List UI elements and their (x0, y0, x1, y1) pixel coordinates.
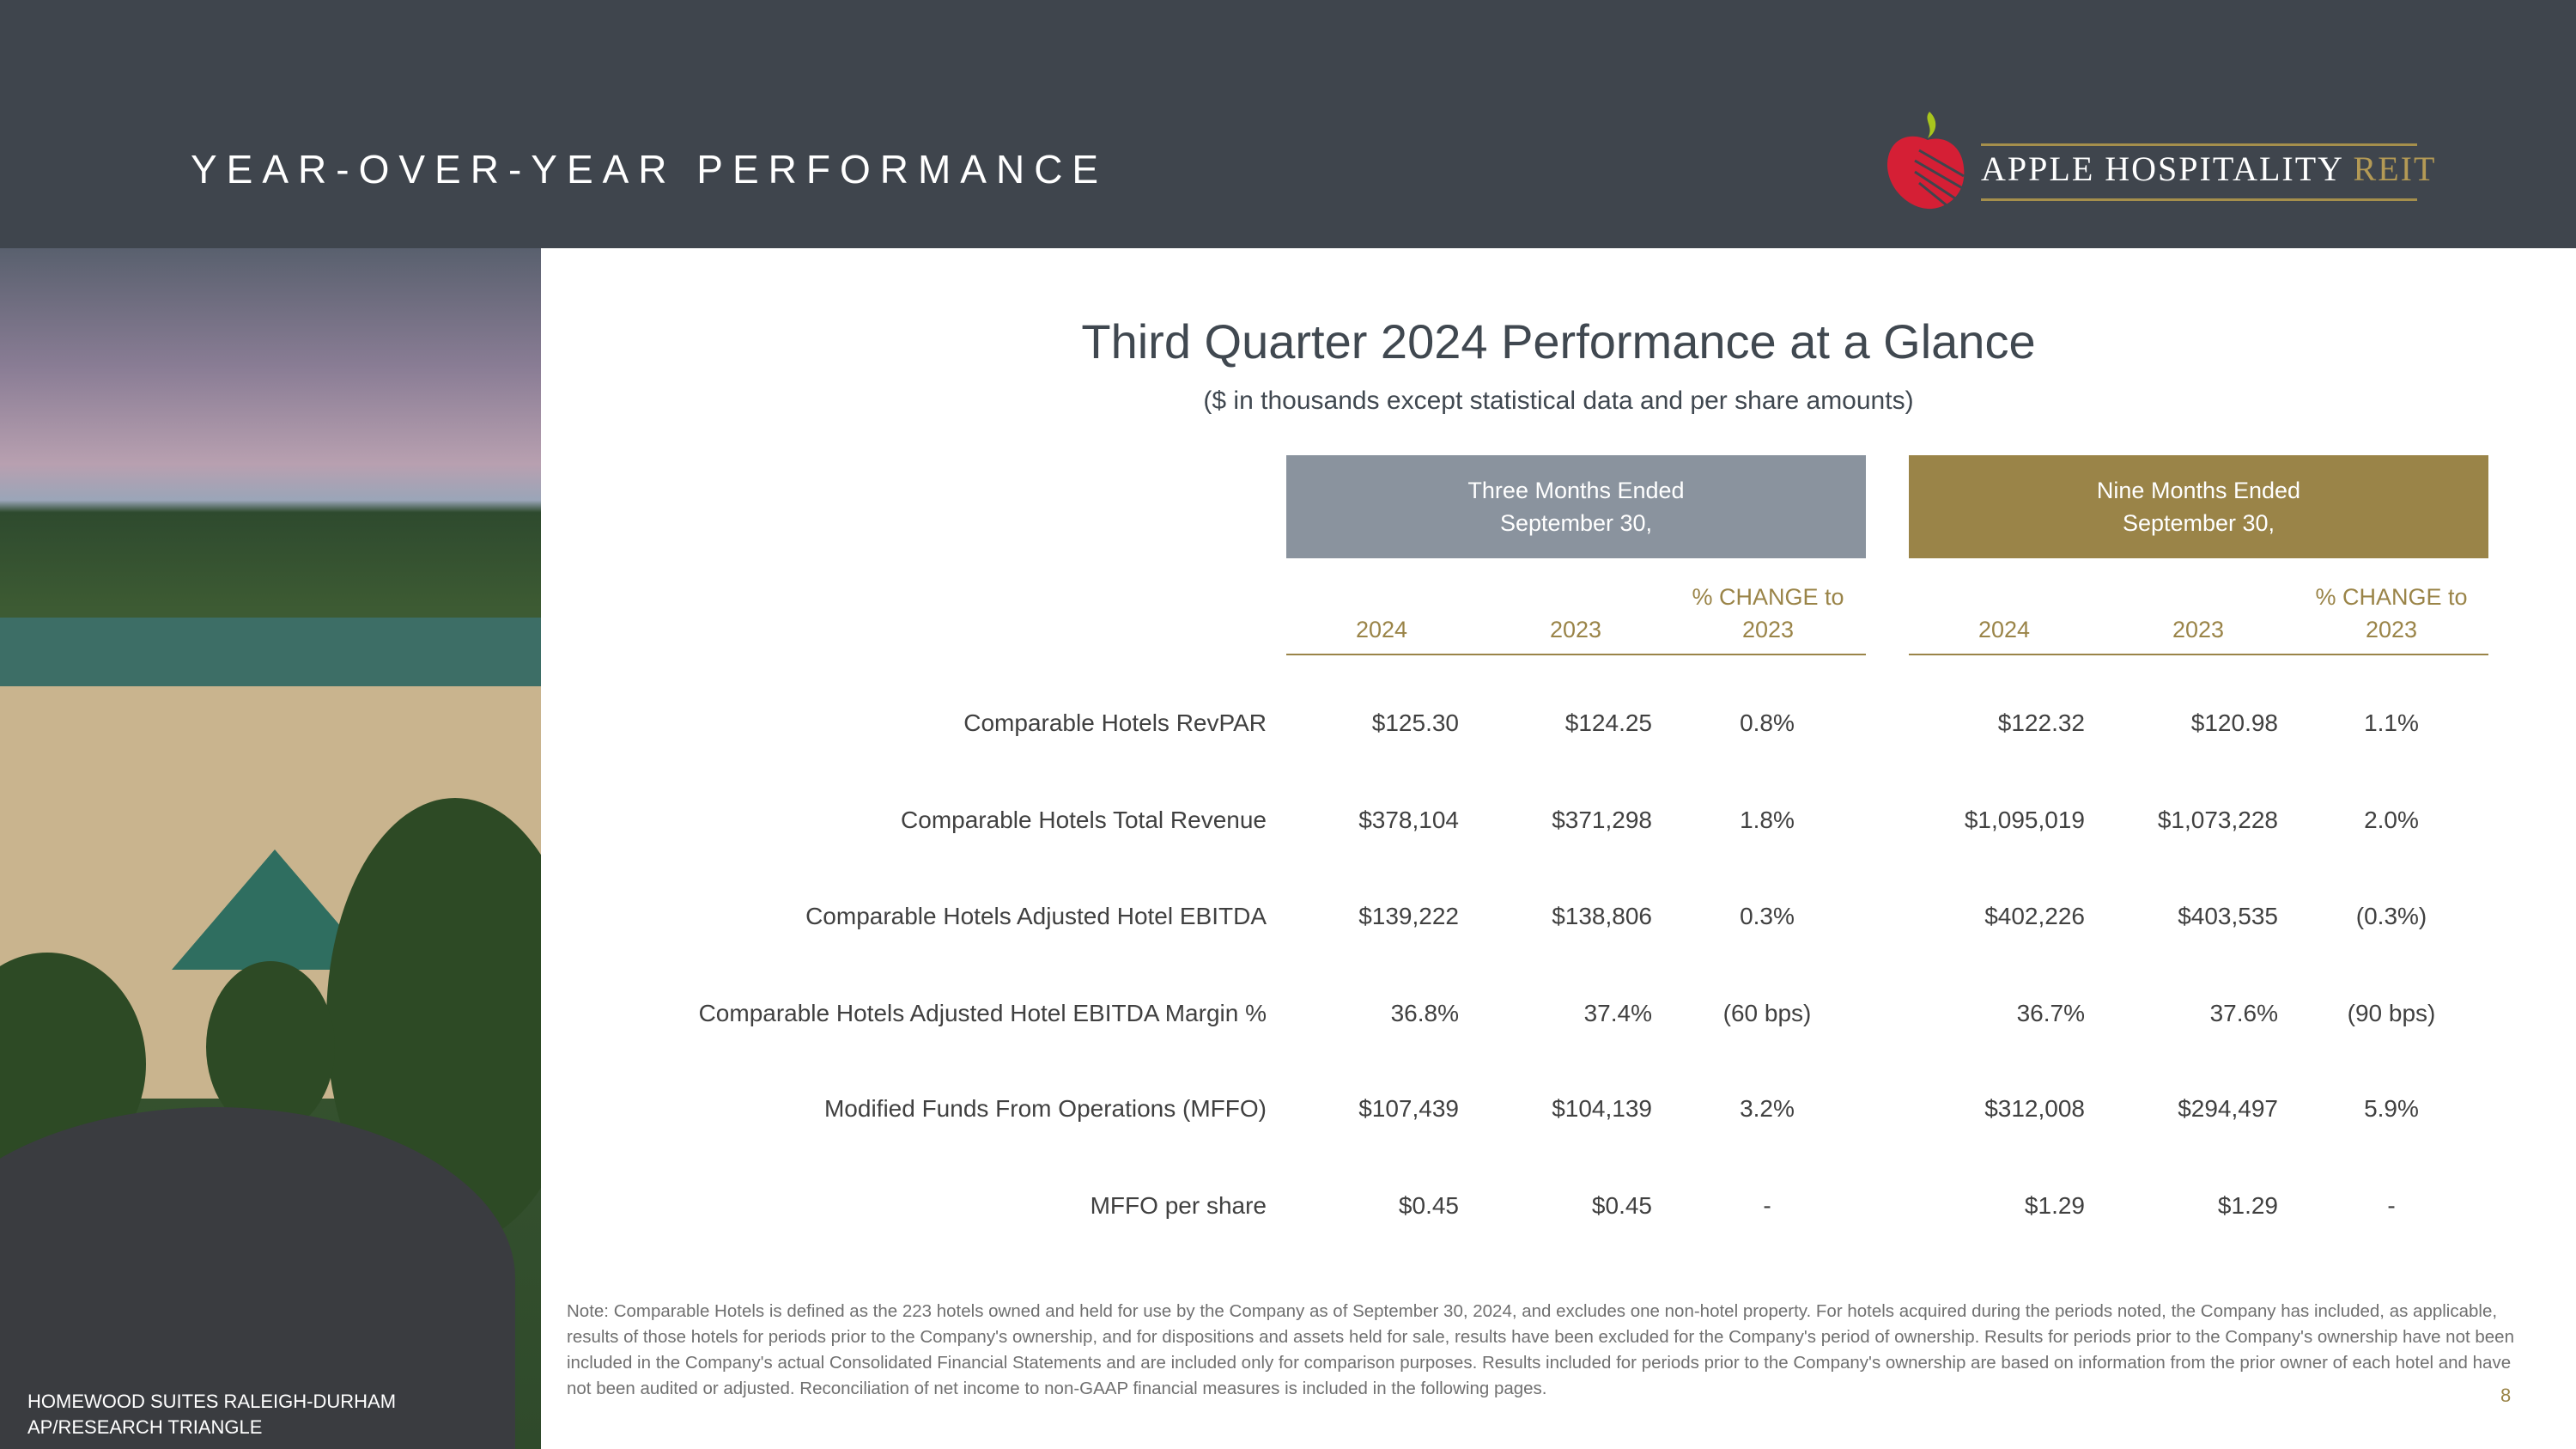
photo-caption-line1: HOMEWOOD SUITES RALEIGH-DURHAM (27, 1391, 397, 1412)
row-label: Modified Funds From Operations (MFFO) (823, 1095, 1267, 1122)
table-cell: 36.8% (1390, 1000, 1459, 1026)
three-months-header: Three Months Ended September 30, (1286, 455, 1866, 558)
table-cell: $1,073,228 (2157, 807, 2278, 833)
col-header-3m-2023: 2023 (1549, 617, 1602, 642)
table-cell: 37.6% (2209, 1000, 2278, 1026)
table-cell: $1.29 (2217, 1192, 2278, 1219)
slide-title: YEAR-OVER-YEAR PERFORMANCE (191, 147, 1109, 192)
company-logo: APPLE HOSPITALITY REIT (1885, 107, 2434, 210)
row-label: Comparable Hotels Adjusted Hotel EBITDA … (698, 1000, 1267, 1026)
table-cell: 3.2% (1740, 1095, 1795, 1122)
apple-logo-icon (1886, 112, 1965, 210)
table-cell: $294,497 (2178, 1095, 2278, 1122)
table-cell: 37.4% (1583, 1000, 1652, 1026)
footnote: Note: Comparable Hotels is defined as th… (567, 1301, 2514, 1398)
logo-rule-top (1981, 143, 2417, 146)
table-cell: 5.9% (2364, 1095, 2419, 1122)
col-header-9m-2024: 2024 (1978, 617, 2031, 642)
table-cell: 1.8% (1740, 807, 1795, 833)
table-cell: - (2387, 1192, 2396, 1219)
logo-rule-bottom (1981, 198, 2417, 201)
table-cell: 2.0% (2364, 807, 2419, 833)
table-cell: $107,439 (1358, 1095, 1459, 1122)
table-cell: 36.7% (2016, 1000, 2085, 1026)
row-label: MFFO per share (1090, 1192, 1267, 1219)
table-cell: $1,095,019 (1964, 807, 2085, 833)
col-header-3m-change: % CHANGE to 2023 (1692, 584, 1844, 642)
table-cell: (90 bps) (2347, 1000, 2436, 1026)
table-subtitle: ($ in thousands except statistical data … (1203, 387, 1914, 415)
table-cell: $139,222 (1358, 903, 1459, 929)
table-cell: - (1763, 1192, 1771, 1219)
row-label: Comparable Hotels Adjusted Hotel EBITDA (805, 903, 1267, 929)
table-cell: 0.3% (1740, 903, 1795, 929)
table-cell: 1.1% (2364, 709, 2419, 736)
header-bar: YEAR-OVER-YEAR PERFORMANCE APPLE HOSPITA… (0, 0, 2576, 248)
table-cell: $0.45 (1591, 1192, 1652, 1219)
table-cell: 0.8% (1740, 709, 1795, 736)
table-cell: $104,139 (1552, 1095, 1652, 1122)
page-number: 8 (2500, 1385, 2512, 1406)
table-cell: $122.32 (1997, 709, 2085, 736)
photo-caption-line2: AP/RESEARCH TRIANGLE (27, 1416, 263, 1438)
row-label: Comparable Hotels Total Revenue (901, 807, 1267, 833)
nine-months-header: Nine Months Ended September 30, (1909, 455, 2488, 558)
table-cell: $371,298 (1552, 807, 1652, 833)
header-underline-3m (1286, 654, 1866, 655)
logo-text: APPLE HOSPITALITY REIT (1981, 149, 2437, 188)
row-label: Comparable Hotels RevPAR (963, 709, 1267, 736)
header-underline-9m (1909, 654, 2488, 655)
table-cell: $403,535 (2178, 903, 2278, 929)
table-cell: $378,104 (1358, 807, 1459, 833)
table-cell: (60 bps) (1722, 1000, 1812, 1026)
table-title: Third Quarter 2024 Performance at a Glan… (1081, 314, 2036, 368)
table-cell: $120.98 (2190, 709, 2278, 736)
table-cell: $138,806 (1552, 903, 1652, 929)
table-cell: $124.25 (1564, 709, 1652, 736)
col-header-3m-2024: 2024 (1355, 617, 1408, 642)
table-cell: $312,008 (1984, 1095, 2085, 1122)
table-cell: $125.30 (1371, 709, 1459, 736)
table-cell: $402,226 (1984, 903, 2085, 929)
table-cell: (0.3%) (2355, 903, 2427, 929)
col-header-9m-change: % CHANGE to 2023 (2315, 584, 2468, 642)
table-cell: $0.45 (1398, 1192, 1459, 1219)
table-cell: $1.29 (2024, 1192, 2085, 1219)
hotel-photo: HOMEWOOD SUITES RALEIGH-DURHAM AP/RESEAR… (0, 248, 541, 1449)
col-header-9m-2023: 2023 (2172, 617, 2225, 642)
